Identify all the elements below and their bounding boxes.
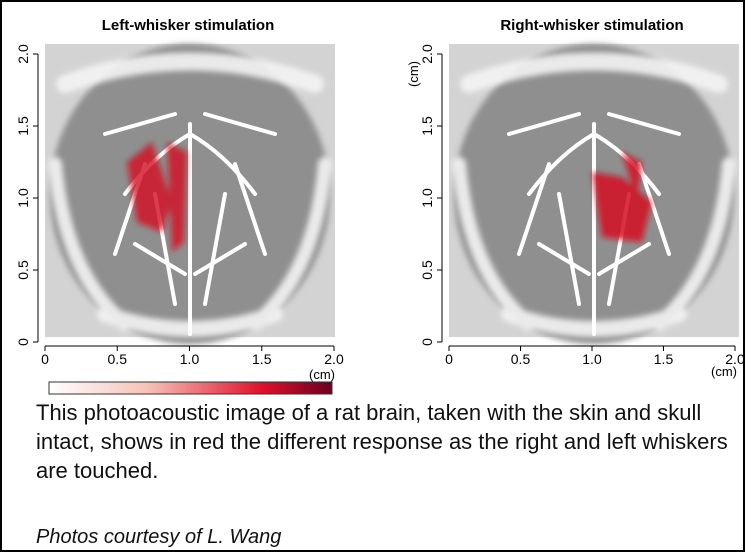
y-tick-label: 1.0	[419, 188, 435, 208]
y-unit: (cm)	[406, 61, 421, 87]
y-tick-label: 1.5	[15, 116, 31, 136]
panel-title: Right-whisker stimulation	[500, 17, 683, 34]
y-tick-label: 0.5	[15, 260, 31, 280]
y-tick-label: 2.0	[15, 44, 31, 64]
x-tick-label: 0.5	[511, 351, 531, 367]
credit: Photos courtesy of L. Wang	[36, 526, 281, 549]
x-tick-label: 1.0	[180, 351, 200, 367]
x-tick-label: 0	[445, 351, 453, 367]
y-tick-label: 1.5	[419, 116, 435, 136]
caption: This photoacoustic image of a rat brain,…	[36, 398, 736, 485]
panel-title: Left-whisker stimulation	[102, 17, 275, 34]
color-bar	[49, 382, 332, 394]
y-tick-label: 0.5	[419, 260, 435, 280]
x-tick-label: 0.5	[108, 351, 128, 367]
figure-panels: Left-whisker stimulation Right-whisker s…	[2, 2, 743, 397]
y-tick-label: 1.0	[15, 188, 31, 208]
x-tick-label: 1.0	[582, 351, 602, 367]
y-tick-label: 0	[15, 338, 31, 346]
x-tick-label: 0	[41, 351, 49, 367]
y-tick-label: 0	[419, 338, 435, 346]
x-tick-label: 1.5	[252, 351, 272, 367]
x-unit: (cm)	[309, 367, 335, 382]
figure: Left-whisker stimulation Right-whisker s…	[0, 0, 745, 552]
y-tick-label: 2.0	[419, 44, 435, 64]
x-tick-label: 2.0	[324, 351, 344, 367]
x-tick-label: 2.0	[725, 351, 743, 367]
x-tick-label: 1.5	[654, 351, 674, 367]
